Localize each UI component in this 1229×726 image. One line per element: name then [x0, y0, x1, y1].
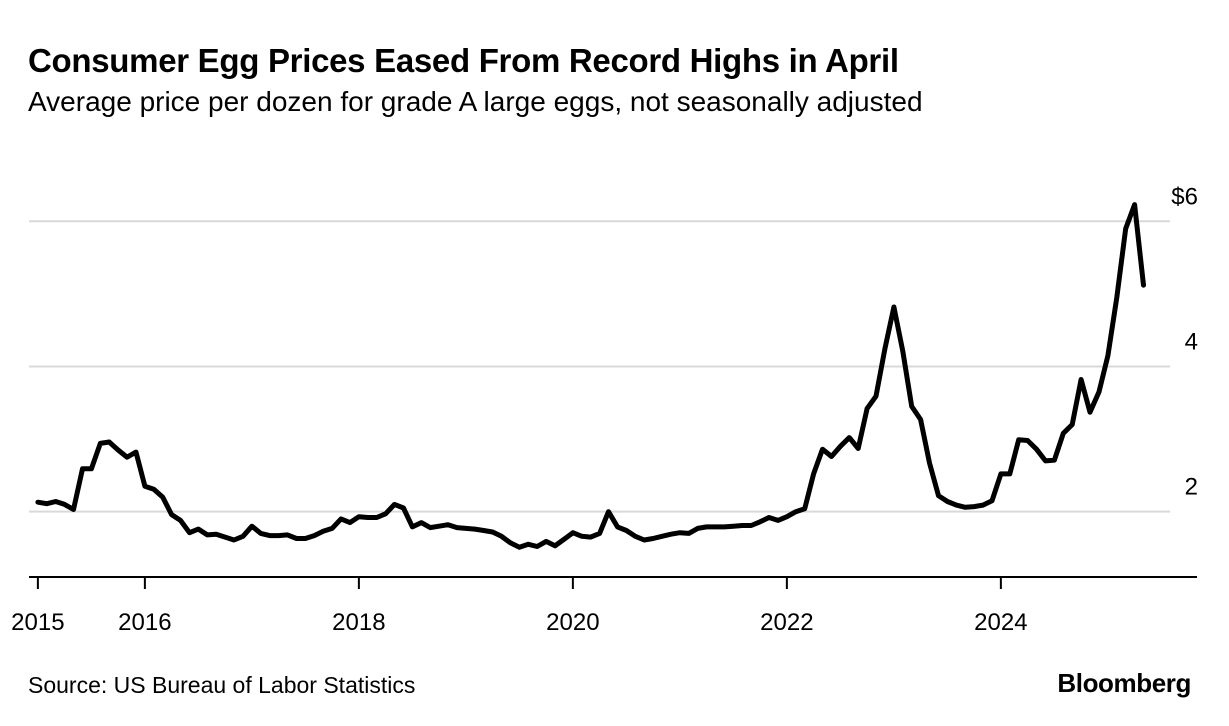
series-line [35, 202, 1146, 550]
x-tick-label: 2016 [118, 609, 171, 636]
x-tick-label: 2015 [11, 609, 64, 636]
x-tick-label: 2022 [760, 609, 813, 636]
x-tick-label: 2020 [546, 609, 599, 636]
y-tick-label: $6 [1171, 183, 1198, 210]
x-tick-label: 2024 [974, 609, 1027, 636]
chart-title: Consumer Egg Prices Eased From Record Hi… [28, 42, 899, 79]
chart-subtitle: Average price per dozen for grade A larg… [28, 86, 923, 117]
x-tick-label: 2018 [332, 609, 385, 636]
bloomberg-logo: Bloomberg [1057, 668, 1191, 698]
y-tick-label: 4 [1185, 328, 1198, 355]
source-note: Source: US Bureau of Labor Statistics [28, 672, 416, 698]
y-tick-label: 2 [1185, 474, 1198, 501]
